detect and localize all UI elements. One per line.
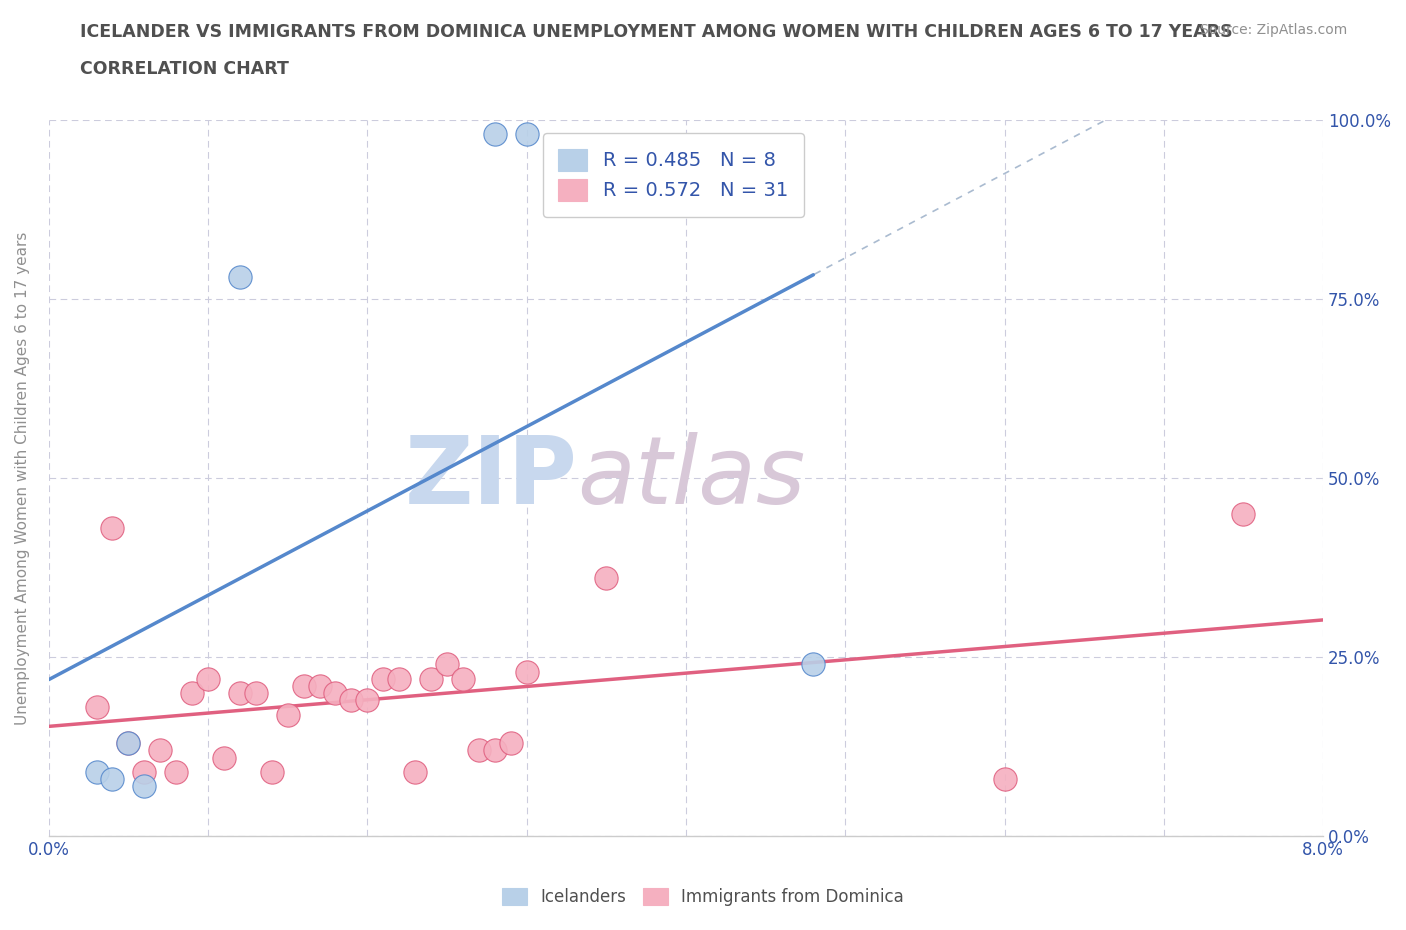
Point bbox=[803, 657, 825, 671]
Point bbox=[484, 743, 506, 758]
Point bbox=[993, 772, 1015, 787]
Point bbox=[229, 685, 252, 700]
Point bbox=[484, 126, 506, 141]
Point bbox=[260, 764, 283, 779]
Point bbox=[277, 707, 299, 722]
Text: CORRELATION CHART: CORRELATION CHART bbox=[80, 60, 290, 78]
Point bbox=[165, 764, 187, 779]
Point bbox=[149, 743, 172, 758]
Y-axis label: Unemployment Among Women with Children Ages 6 to 17 years: Unemployment Among Women with Children A… bbox=[15, 232, 30, 724]
Point bbox=[212, 751, 235, 765]
Point bbox=[117, 736, 139, 751]
Point bbox=[499, 736, 522, 751]
Point bbox=[356, 693, 378, 708]
Point bbox=[325, 685, 347, 700]
Point bbox=[516, 126, 538, 141]
Point bbox=[101, 772, 124, 787]
Point bbox=[101, 521, 124, 536]
Point bbox=[117, 736, 139, 751]
Point bbox=[197, 671, 219, 686]
Point bbox=[1232, 507, 1254, 522]
Point bbox=[229, 270, 252, 285]
Point bbox=[388, 671, 411, 686]
Point bbox=[134, 764, 156, 779]
Point bbox=[245, 685, 267, 700]
Text: ZIP: ZIP bbox=[405, 432, 578, 524]
Point bbox=[595, 571, 617, 586]
Point bbox=[404, 764, 426, 779]
Point bbox=[308, 678, 330, 693]
Point bbox=[468, 743, 491, 758]
Point bbox=[420, 671, 443, 686]
Point bbox=[340, 693, 363, 708]
Point bbox=[134, 778, 156, 793]
Legend: Icelanders, Immigrants from Dominica: Icelanders, Immigrants from Dominica bbox=[495, 881, 911, 912]
Point bbox=[436, 657, 458, 671]
Point bbox=[86, 764, 108, 779]
Text: atlas: atlas bbox=[578, 432, 806, 524]
Point bbox=[516, 664, 538, 679]
Legend: R = 0.485   N = 8, R = 0.572   N = 31: R = 0.485 N = 8, R = 0.572 N = 31 bbox=[543, 133, 804, 217]
Text: ICELANDER VS IMMIGRANTS FROM DOMINICA UNEMPLOYMENT AMONG WOMEN WITH CHILDREN AGE: ICELANDER VS IMMIGRANTS FROM DOMINICA UN… bbox=[80, 23, 1233, 41]
Text: Source: ZipAtlas.com: Source: ZipAtlas.com bbox=[1199, 23, 1347, 37]
Point bbox=[451, 671, 474, 686]
Point bbox=[86, 700, 108, 715]
Point bbox=[181, 685, 204, 700]
Point bbox=[292, 678, 315, 693]
Point bbox=[373, 671, 395, 686]
